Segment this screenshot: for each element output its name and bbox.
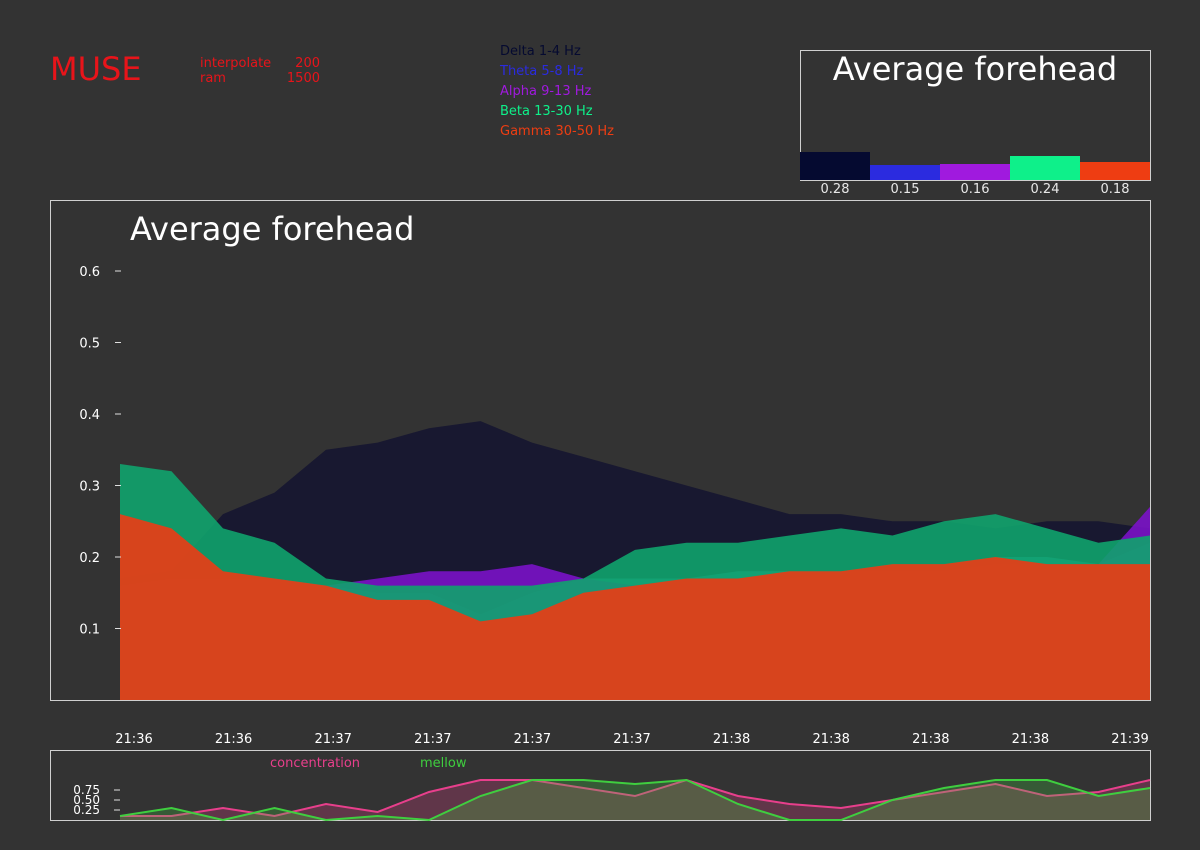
bar-5 — [1080, 162, 1150, 180]
y-tick-label: 0.6 — [79, 265, 100, 280]
mood-panel-frame — [50, 750, 1151, 821]
x-tick-label: 21:39 — [1111, 732, 1148, 747]
mellow-area — [120, 780, 1150, 820]
concentration-label: concentration — [270, 756, 360, 771]
bar-value-label: 0.24 — [1031, 182, 1060, 197]
stat-ram-label: ram — [200, 71, 226, 86]
bar-panel: Average forehead 0.28 0.15 0.16 0.24 0.18 — [800, 50, 1151, 197]
stat-interpolate-label: interpolate — [200, 56, 272, 71]
app-title: MUSE — [50, 50, 142, 88]
legend-alpha: Alpha 9-13 Hz — [500, 84, 592, 99]
bar-value-label: 0.28 — [821, 182, 850, 197]
stat-ram-value: 1500 — [286, 71, 320, 86]
mood-y-tick-label: 0.25 — [73, 803, 100, 817]
x-tick-label: 21:37 — [613, 732, 650, 747]
y-tick-label: 0.4 — [79, 408, 100, 423]
bar-chart-title: Average forehead — [833, 50, 1117, 88]
mood-y-tick-label: 0.75 — [73, 783, 100, 797]
band-legend: Delta 1-4 Hz Theta 5-8 Hz Alpha 9-13 Hz … — [500, 42, 614, 142]
x-tick-label: 21:38 — [713, 732, 750, 747]
area-panel-frame — [50, 200, 1151, 701]
y-tick-label: 0.3 — [79, 480, 100, 495]
mellow-line — [119, 778, 1151, 822]
concentration-area — [120, 780, 1150, 820]
x-tick-label: 21:37 — [414, 732, 451, 747]
y-tick-label: 0.5 — [79, 337, 100, 352]
mellow-label: mellow — [420, 756, 467, 771]
stat-interpolate-value: 200 — [295, 56, 320, 71]
bar-2 — [870, 165, 940, 180]
x-tick-label: 21:38 — [912, 732, 949, 747]
legend-gamma: Gamma 30-50 Hz — [500, 124, 614, 139]
x-tick-label: 21:37 — [514, 732, 551, 747]
area-chart-title: Average forehead — [130, 210, 414, 248]
legend-beta: Beta 13-30 Hz — [500, 104, 593, 119]
bar-1 — [800, 152, 870, 180]
area-panel: Average forehead 0.1 0.2 0.3 0.4 0.5 0.6 21:3… — [50, 200, 1151, 747]
y-tick-label: 0.2 — [79, 551, 100, 566]
x-tick-label: 21:36 — [115, 732, 152, 747]
area-series-gamma — [120, 514, 1150, 700]
bar-value-label: 0.15 — [891, 182, 920, 197]
mood-panel: 0.250.500.75 concentration mellow — [50, 750, 1151, 822]
bar-3 — [940, 164, 1010, 180]
x-tick-label: 21:38 — [1012, 732, 1049, 747]
bar-value-label: 0.18 — [1101, 182, 1130, 197]
x-tick-label: 21:37 — [314, 732, 351, 747]
bar-value-label: 0.16 — [961, 182, 990, 197]
legend-delta: Delta 1-4 Hz — [500, 44, 581, 59]
bar-panel-frame — [800, 50, 1151, 181]
x-tick-label: 21:36 — [215, 732, 252, 747]
legend-theta: Theta 5-8 Hz — [500, 64, 584, 79]
y-tick-label: 0.1 — [79, 623, 100, 638]
x-tick-label: 21:38 — [812, 732, 849, 747]
mood-y-tick-label: 0.50 — [73, 793, 100, 807]
bar-4 — [1010, 156, 1080, 180]
